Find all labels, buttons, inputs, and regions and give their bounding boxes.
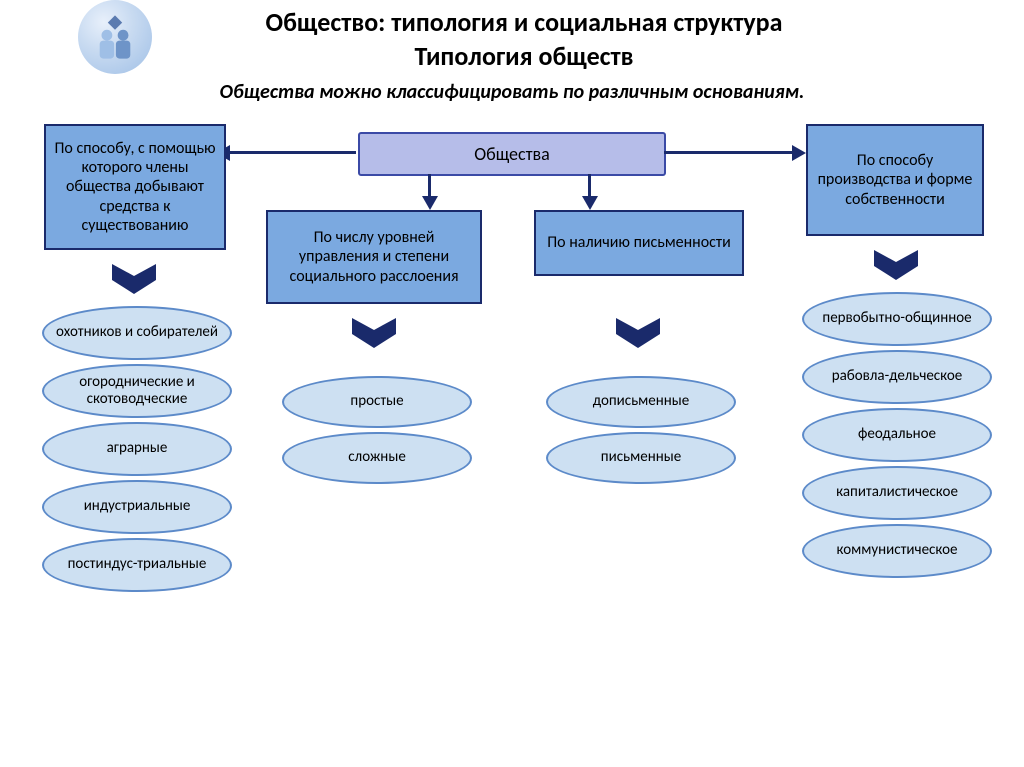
ellipse-g3-0: дописьменные: [546, 376, 736, 428]
chevron-down-icon: [616, 318, 660, 348]
criterion-4: По способу производства и форме собствен…: [806, 124, 984, 236]
criterion-3: По наличию письменности: [534, 210, 744, 276]
ellipse-g4-3: капиталистическое: [802, 466, 992, 520]
ellipse-g1-1: огороднические и скотоводческие: [42, 364, 232, 418]
ellipse-g4-2: феодальное: [802, 408, 992, 462]
ellipse-g1-4: постиндус-триальные: [42, 538, 232, 592]
ellipse-g1-0: охотников и собирателей: [42, 306, 232, 360]
ellipse-g2-1: сложные: [282, 432, 472, 484]
ellipse-g3-1: письменные: [546, 432, 736, 484]
ellipse-g4-1: рабовла-дельческое: [802, 350, 992, 404]
chevron-down-icon: [352, 318, 396, 348]
chevron-down-icon: [112, 264, 156, 294]
ellipse-g4-4: коммунистическое: [802, 524, 992, 578]
ellipse-g1-3: индустриальные: [42, 480, 232, 534]
people-icon: [78, 0, 152, 74]
subtitle: Общества можно классифицировать по разли…: [62, 80, 962, 104]
criterion-1: По способу, с помощью которого члены общ…: [44, 124, 226, 250]
criterion-2: По числу уровней управления и степени со…: [266, 210, 482, 304]
ellipse-g2-0: простые: [282, 376, 472, 428]
ellipse-g4-0: первобытно-общинное: [802, 292, 992, 346]
ellipse-g1-2: аграрные: [42, 422, 232, 476]
hub-node: Общества: [358, 132, 666, 176]
chevron-down-icon: [874, 250, 918, 280]
title-line-1: Общество: типология и социальная структу…: [174, 6, 874, 38]
title-line-2: Типология обществ: [174, 40, 874, 72]
